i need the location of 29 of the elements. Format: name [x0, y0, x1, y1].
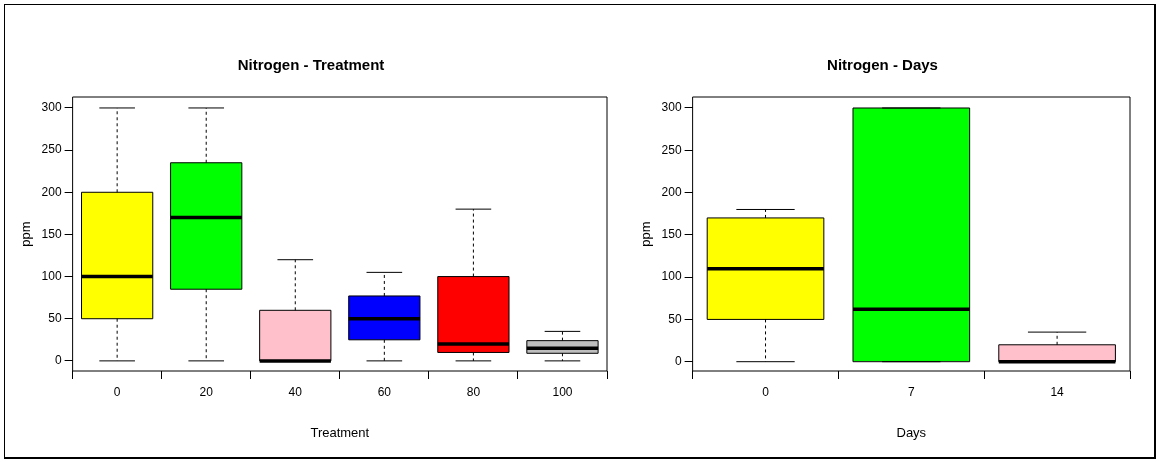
- y-tick-label: 200: [41, 184, 62, 199]
- y-tick-label: 100: [41, 268, 62, 283]
- x-tick-label: 0: [113, 384, 121, 399]
- x-tick-label: 0: [762, 384, 770, 399]
- y-tick-label: 50: [48, 311, 62, 326]
- x-axis-title: Days: [896, 424, 927, 440]
- y-tick-label: 150: [41, 226, 62, 241]
- x-tick-label: 80: [466, 384, 481, 399]
- x-tick-label: 14: [1050, 384, 1065, 399]
- y-tick-label: 100: [661, 269, 682, 284]
- y-tick-label: 300: [661, 100, 682, 115]
- y-tick-label: 250: [661, 142, 682, 157]
- x-tick-label: 7: [907, 384, 915, 399]
- y-tick-label: 200: [661, 184, 682, 199]
- y-tick-label: 300: [41, 100, 62, 115]
- chart-title: Nitrogen - Treatment: [237, 56, 385, 74]
- x-tick-label: 60: [377, 384, 392, 399]
- x-tick-label: 100: [552, 384, 573, 399]
- y-axis-title: ppm: [18, 221, 34, 247]
- x-axis-title: Treatment: [310, 424, 370, 440]
- x-tick-label: 20: [199, 384, 214, 399]
- y-tick-label: 150: [661, 227, 682, 242]
- chart-title: Nitrogen - Days: [827, 56, 938, 74]
- y-tick-label: 0: [674, 354, 682, 369]
- y-tick-label: 250: [41, 142, 62, 157]
- y-axis-title: ppm: [638, 221, 654, 247]
- y-tick-label: 0: [54, 353, 62, 368]
- x-tick-label: 40: [288, 384, 303, 399]
- y-tick-label: 50: [668, 311, 682, 326]
